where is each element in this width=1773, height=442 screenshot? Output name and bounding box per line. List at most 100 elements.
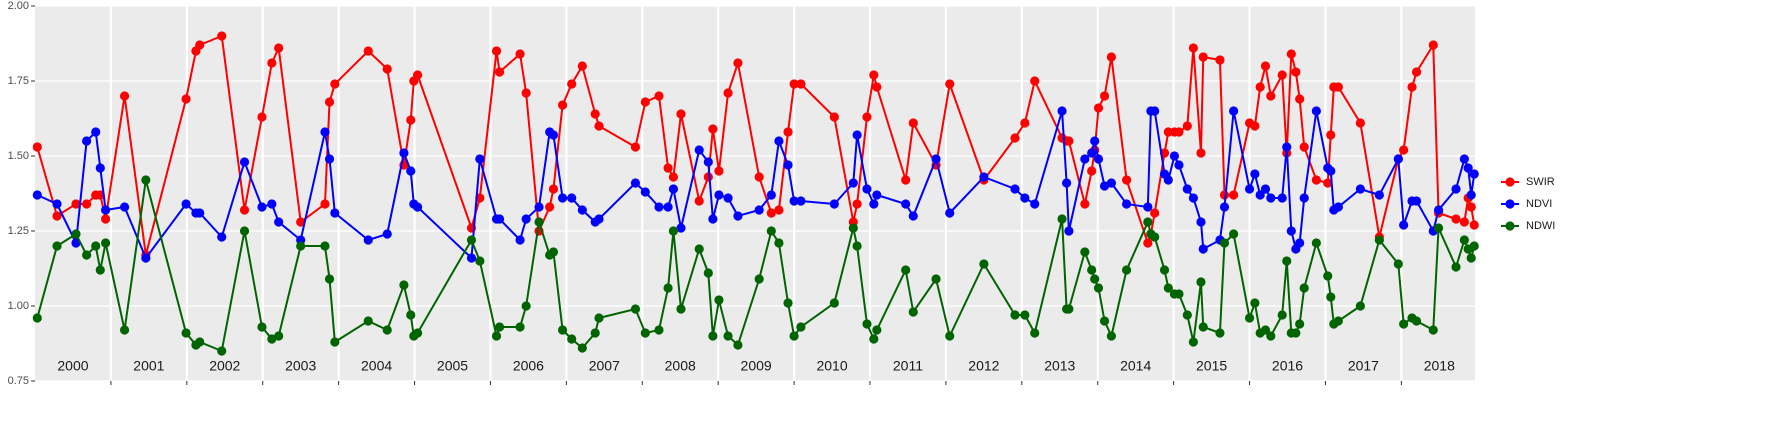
point	[594, 214, 604, 224]
point	[181, 328, 191, 338]
point	[714, 295, 724, 305]
point	[1295, 94, 1305, 104]
point	[515, 322, 525, 332]
point	[1433, 223, 1444, 233]
point	[1311, 106, 1321, 116]
point	[869, 70, 879, 80]
point	[852, 199, 862, 209]
point	[1433, 205, 1444, 215]
point	[567, 79, 577, 89]
point	[239, 205, 250, 215]
point	[1399, 145, 1409, 155]
point	[577, 343, 587, 353]
point	[979, 172, 989, 182]
point	[783, 160, 793, 170]
point	[181, 94, 191, 104]
point	[703, 157, 713, 167]
point	[1459, 235, 1469, 245]
year-label: 2007	[589, 358, 620, 374]
point	[1159, 265, 1170, 275]
point	[1411, 196, 1422, 206]
point	[1250, 169, 1260, 179]
point	[1282, 142, 1292, 152]
point	[406, 166, 416, 176]
point	[119, 91, 130, 101]
point	[789, 79, 799, 89]
point	[1106, 52, 1116, 62]
point	[1295, 319, 1305, 329]
point	[733, 211, 743, 221]
point	[1174, 289, 1184, 299]
point	[1106, 331, 1116, 341]
point	[515, 49, 525, 59]
point	[1150, 232, 1160, 242]
point	[594, 121, 604, 131]
point	[577, 205, 587, 215]
point	[1188, 43, 1198, 53]
point	[1326, 166, 1336, 176]
point	[714, 166, 724, 176]
point	[1219, 202, 1230, 212]
legend-point	[1505, 199, 1515, 209]
legend-label: SWIR	[1526, 176, 1555, 188]
point	[324, 97, 335, 107]
year-label: 2006	[513, 358, 544, 374]
point	[1163, 175, 1173, 185]
point	[545, 202, 555, 212]
y-tick-label: 2.00	[8, 0, 29, 12]
point	[82, 136, 92, 146]
point	[945, 208, 955, 218]
point	[382, 64, 392, 74]
point	[1311, 175, 1321, 185]
point	[1087, 148, 1097, 158]
point	[1093, 154, 1104, 164]
point	[1326, 130, 1336, 140]
point	[521, 301, 531, 311]
point	[412, 70, 423, 80]
point	[1010, 310, 1020, 320]
point	[723, 88, 733, 98]
point	[869, 199, 879, 209]
point	[1291, 67, 1301, 77]
point	[774, 136, 784, 146]
point	[1080, 154, 1090, 164]
point	[521, 88, 531, 98]
point	[82, 199, 92, 209]
point	[1099, 316, 1110, 326]
point	[1266, 193, 1276, 203]
point	[494, 214, 505, 224]
point	[1143, 202, 1153, 212]
point	[668, 172, 678, 182]
point	[908, 211, 918, 221]
year-label: 2004	[361, 358, 392, 374]
point	[1311, 238, 1321, 248]
point	[412, 328, 423, 338]
point	[100, 214, 111, 224]
year-label: 2001	[133, 358, 164, 374]
point	[330, 337, 340, 347]
point	[548, 130, 559, 140]
point	[1020, 193, 1030, 203]
point	[567, 334, 577, 344]
point	[1469, 241, 1479, 251]
y-tick-label: 1.75	[8, 75, 29, 87]
point	[1010, 133, 1020, 143]
point	[829, 112, 839, 122]
point	[852, 130, 862, 140]
point	[1182, 121, 1192, 131]
y-tick-label: 1.25	[8, 225, 29, 237]
point	[979, 259, 989, 269]
point	[1277, 193, 1287, 203]
point	[296, 241, 306, 251]
point	[548, 184, 559, 194]
point	[1229, 229, 1239, 239]
point	[754, 205, 764, 215]
point	[195, 208, 205, 218]
point	[257, 112, 267, 122]
year-label: 2000	[57, 358, 88, 374]
point	[676, 109, 686, 119]
point	[534, 202, 544, 212]
point	[32, 190, 42, 200]
point	[1121, 265, 1132, 275]
point	[1020, 118, 1030, 128]
